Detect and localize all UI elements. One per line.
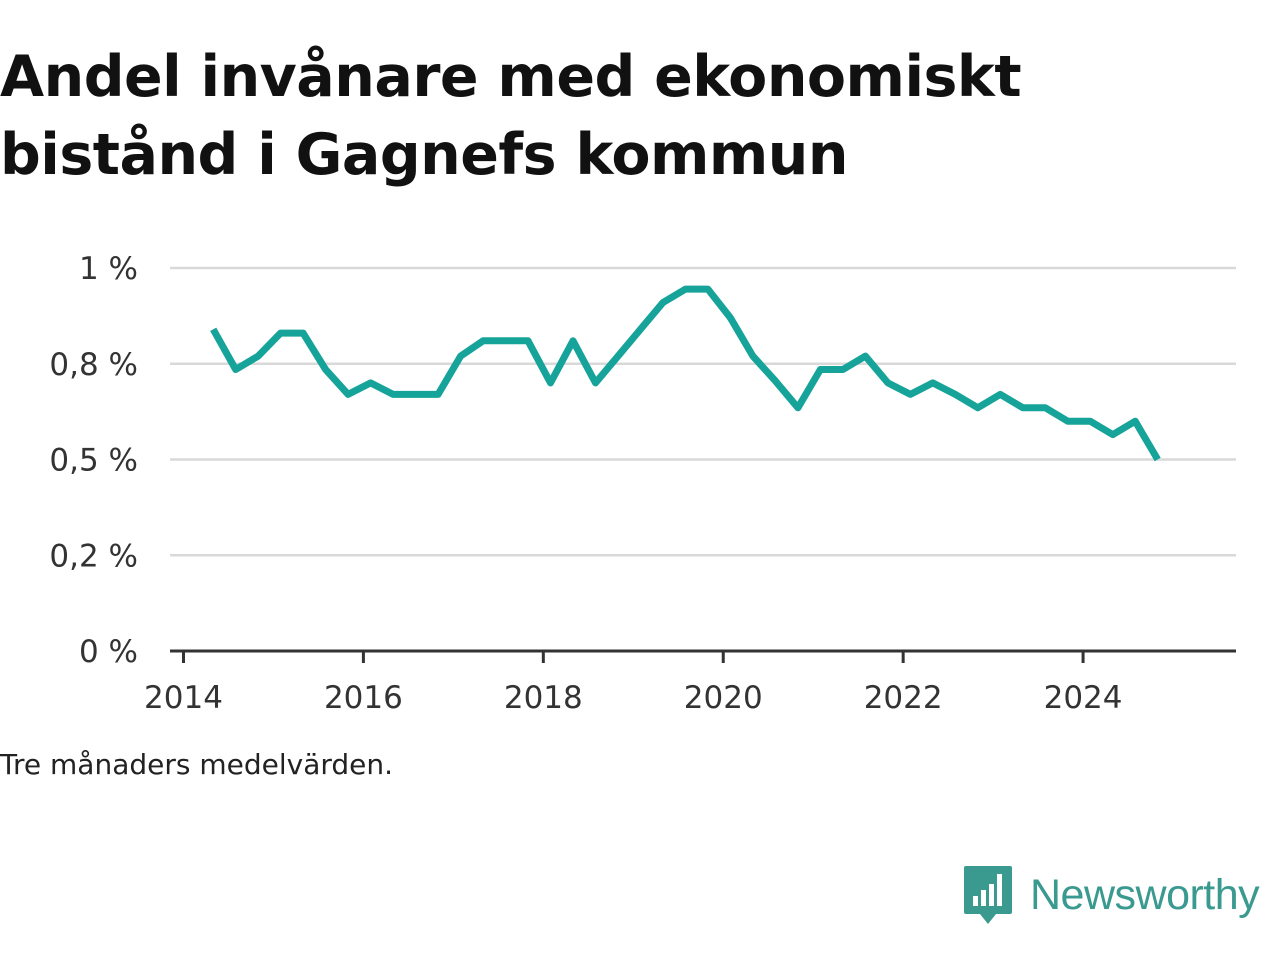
grid-lines [170, 266, 1236, 557]
y-tick-label: 0,2 % [49, 538, 138, 574]
x-axis: 2014 2016 2018 2020 2022 2024 [144, 649, 1236, 716]
x-tick-label: 2024 [1044, 680, 1123, 716]
chart-footnote: Tre månaders medelvärden. [0, 748, 394, 781]
line-chart: 0 %0,2 %0,5 %0,8 %1 % 2014 2016 2018 2020 20… [49, 251, 1236, 716]
newsworthy-chart-bubble-icon [964, 866, 1012, 924]
series-line [210, 285, 1161, 462]
y-tick-label: 0 % [79, 634, 138, 670]
y-tick-label: 1 % [79, 251, 138, 287]
y-tick-label: 0,5 % [49, 443, 138, 479]
brand-logo: Newsworthy [962, 862, 1260, 928]
x-tick-label: 2022 [864, 680, 943, 716]
chart-title: Andel invånare med ekonomiskt bistånd i … [0, 44, 1022, 188]
x-tick-label: 2018 [504, 680, 583, 716]
x-tick-label: 2020 [684, 680, 763, 716]
x-tick-label: 2014 [144, 680, 223, 716]
y-tick-label: 0,8 % [49, 347, 138, 383]
series-layer [210, 285, 1161, 462]
brand-name: Newsworthy [1030, 870, 1260, 919]
y-axis-tick-labels: 0 % 0,2 % 0,5 % 0,8 % 1 % [49, 251, 138, 670]
x-tick-label: 2016 [324, 680, 403, 716]
